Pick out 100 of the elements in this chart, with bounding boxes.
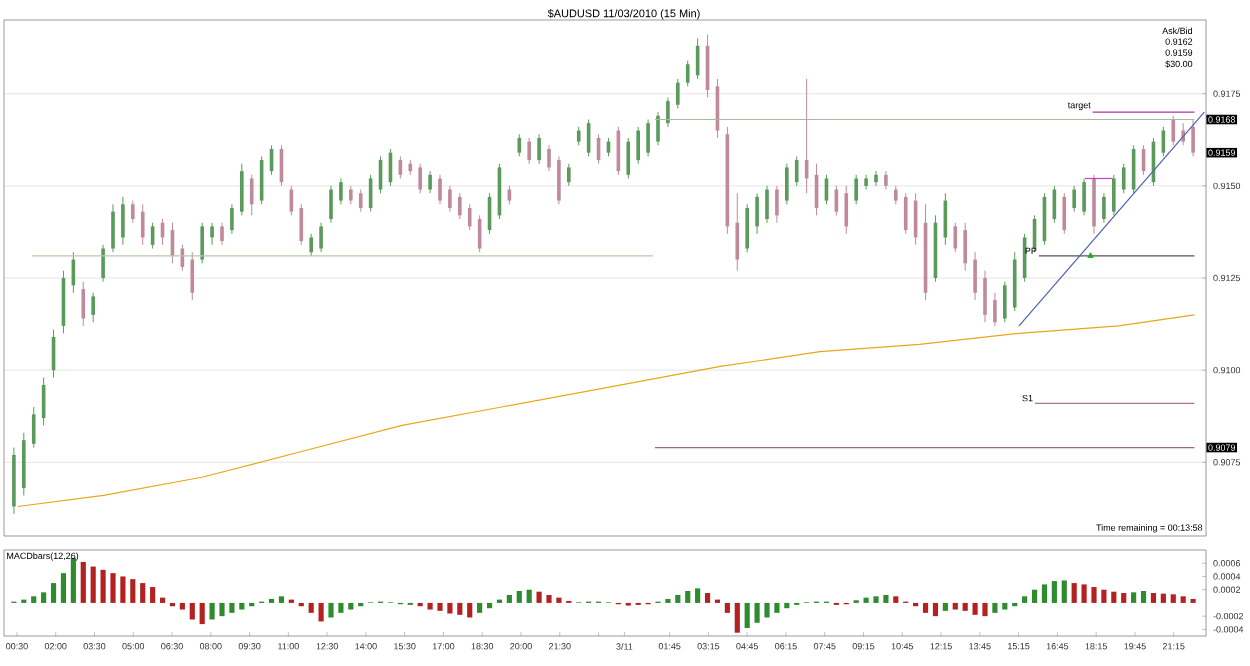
bar xyxy=(159,597,166,603)
candlestick xyxy=(309,233,313,257)
bar xyxy=(209,602,215,620)
bar xyxy=(506,594,512,603)
bar xyxy=(70,557,76,603)
candlestick xyxy=(299,203,304,246)
bar xyxy=(1051,581,1057,603)
bar xyxy=(1091,587,1097,603)
bar xyxy=(754,602,760,623)
bar xyxy=(328,602,334,618)
candlestick xyxy=(953,222,958,253)
bar xyxy=(189,602,195,620)
bar xyxy=(704,593,711,603)
bar xyxy=(1121,593,1127,603)
bar xyxy=(873,596,879,603)
candlestick xyxy=(249,174,254,216)
bar xyxy=(546,594,552,603)
candlestick xyxy=(1191,119,1195,157)
candlestick xyxy=(676,78,680,109)
candlestick xyxy=(775,185,779,224)
bar xyxy=(952,602,958,610)
bar xyxy=(239,602,245,610)
candlestick xyxy=(121,196,125,246)
bar xyxy=(1140,591,1147,603)
candlestick xyxy=(983,270,987,323)
candlestick xyxy=(230,203,234,235)
bar xyxy=(31,596,37,603)
candlestick xyxy=(864,174,868,191)
bar xyxy=(150,587,156,603)
bar xyxy=(942,602,948,611)
candlestick xyxy=(903,192,908,235)
candlestick xyxy=(537,133,541,165)
bar xyxy=(229,602,235,613)
candlestick xyxy=(745,203,749,253)
bar xyxy=(110,573,116,603)
candlestick xyxy=(467,203,472,231)
bar xyxy=(1022,596,1028,603)
bar xyxy=(972,602,978,615)
candlestick xyxy=(894,185,898,205)
bar xyxy=(734,602,740,633)
bar xyxy=(556,597,562,603)
bar xyxy=(962,602,968,611)
candlestick xyxy=(735,192,740,272)
bar xyxy=(1170,594,1176,603)
bar xyxy=(774,602,780,613)
bar xyxy=(1180,596,1186,603)
bar xyxy=(1031,589,1038,603)
candlestick xyxy=(636,126,640,165)
candlestick xyxy=(220,222,224,246)
bar xyxy=(883,594,889,603)
candlestick xyxy=(1062,192,1067,235)
bar xyxy=(764,602,770,618)
candlestick xyxy=(111,203,115,253)
candlestick xyxy=(31,406,36,449)
candlestick xyxy=(91,292,95,323)
candlestick xyxy=(329,185,333,224)
candlestick xyxy=(794,155,799,187)
candlestick xyxy=(547,144,551,172)
candlestick xyxy=(884,170,888,191)
bar xyxy=(120,576,126,603)
candlestick xyxy=(656,111,660,146)
bar xyxy=(744,602,750,629)
bar xyxy=(784,602,790,609)
candlestick xyxy=(458,192,462,220)
bar xyxy=(1071,583,1077,603)
bar xyxy=(695,588,701,603)
candlestick xyxy=(428,170,432,194)
candlestick xyxy=(685,60,690,87)
bar xyxy=(140,583,146,603)
bar xyxy=(457,602,463,615)
bar xyxy=(1041,584,1048,603)
candlestick xyxy=(973,251,977,301)
bar xyxy=(318,602,324,622)
candlestick xyxy=(190,251,195,301)
candlestick xyxy=(1112,174,1116,216)
candlestick xyxy=(210,222,214,246)
bar xyxy=(516,591,522,603)
bar xyxy=(308,602,314,613)
bar xyxy=(1061,580,1067,603)
bar xyxy=(932,602,939,617)
candlestick xyxy=(576,126,581,146)
candlestick xyxy=(1082,177,1086,216)
bar xyxy=(982,602,988,617)
candlestick xyxy=(755,192,759,235)
candlestick xyxy=(1003,281,1007,323)
candlestick xyxy=(448,185,452,213)
candlestick xyxy=(1121,163,1126,194)
bar xyxy=(427,602,433,610)
bar xyxy=(199,602,205,625)
bar xyxy=(536,591,542,603)
candlestick xyxy=(358,189,363,213)
bar xyxy=(1081,584,1087,603)
bar xyxy=(338,602,344,613)
candlestick xyxy=(1102,192,1106,224)
candlestick xyxy=(517,133,522,157)
candlestick xyxy=(1072,185,1076,213)
bar xyxy=(1002,602,1008,610)
bar xyxy=(447,602,453,614)
bar xyxy=(486,602,493,609)
candlestick xyxy=(557,155,561,205)
